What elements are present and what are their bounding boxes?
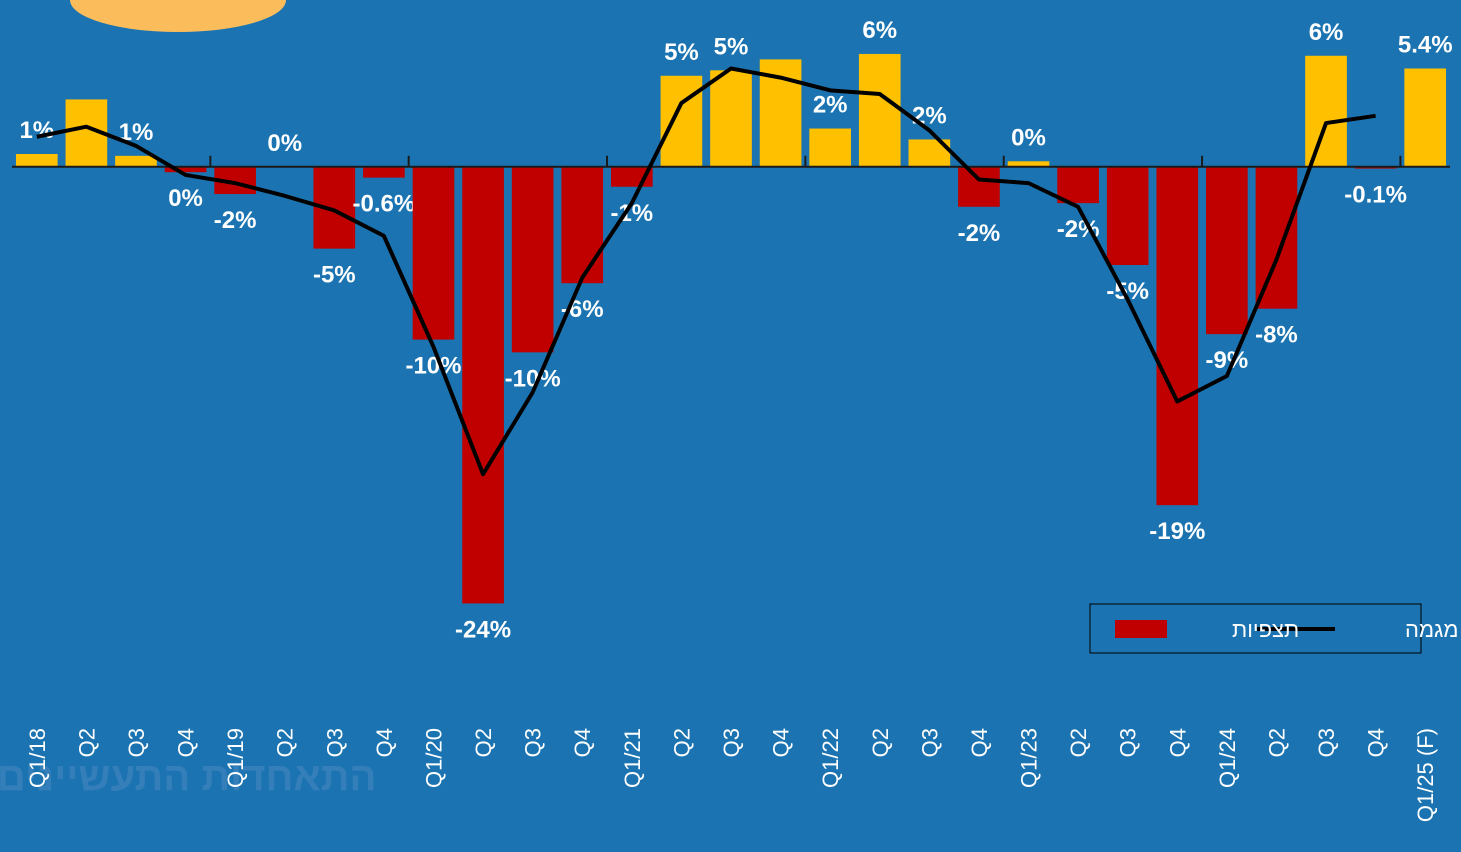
value-label: -0.6% (353, 191, 416, 218)
x-tick-label: Q3 (322, 728, 347, 757)
x-tick-label: Q4 (967, 728, 992, 757)
bar (1156, 166, 1199, 506)
decoration (70, 0, 286, 32)
value-label: 0% (168, 185, 203, 212)
value-label: 5% (664, 39, 699, 66)
value-label: -0.1% (1344, 182, 1407, 209)
x-tick-label: Q1/22 (818, 728, 843, 788)
bar (462, 166, 504, 604)
x-tick-label: Q4 (174, 728, 199, 757)
x-tick-label: Q3 (124, 728, 149, 757)
value-label: 0% (267, 130, 302, 157)
bar (1206, 166, 1248, 335)
value-label: 2% (912, 102, 947, 129)
x-tick-label: Q4 (769, 728, 794, 757)
value-label: -9% (1206, 347, 1249, 374)
value-label: -10% (405, 353, 461, 380)
x-tick-label: Q2 (471, 728, 496, 757)
x-tick-label: Q1/24 (1215, 728, 1240, 788)
x-tick-label: Q3 (719, 728, 744, 757)
x-tick-label: Q1/21 (620, 728, 645, 788)
x-tick-label: Q2 (273, 728, 298, 757)
x-tick-label: Q1/23 (1017, 728, 1042, 788)
x-tick-label: Q1/18 (25, 728, 50, 788)
value-label: 1% (19, 117, 54, 144)
value-label: 6% (1309, 19, 1344, 46)
x-tick-label: Q2 (74, 728, 99, 757)
x-tick-label: Q3 (1116, 728, 1141, 757)
x-tick-label: Q4 (1165, 728, 1190, 757)
x-tick-label: Q2 (868, 728, 893, 757)
bar (858, 53, 901, 167)
bar (511, 166, 554, 353)
x-tick-label: Q2 (669, 728, 694, 757)
value-label: -19% (1149, 518, 1205, 545)
x-tick-label: Q4 (570, 728, 595, 757)
trend-line (36, 66, 1376, 477)
bar (809, 128, 851, 167)
value-label: -2% (1057, 216, 1100, 243)
legend-box (1089, 603, 1422, 654)
bar (412, 166, 455, 340)
x-tick-label: Q3 (917, 728, 942, 757)
x-tick-label: Q2 (1264, 728, 1289, 757)
value-label: -2% (214, 207, 257, 234)
bar (1305, 55, 1347, 167)
bar (1404, 68, 1447, 167)
x-tick-label: Q2 (1066, 728, 1091, 757)
legend-swatch (1115, 620, 1167, 638)
bar (1007, 161, 1050, 167)
x-tick-label: Q3 (1314, 728, 1339, 757)
value-label: 5.4% (1398, 32, 1453, 59)
bar (660, 75, 703, 167)
logo-text: התאחדות התעשיינים בישראל (0, 755, 376, 799)
x-tick-label: Q1/20 (421, 728, 446, 788)
x-tick-label: Q4 (1364, 728, 1389, 757)
x-tick-label: Q1/25 (F) (1413, 728, 1438, 822)
value-label: -2% (958, 220, 1001, 247)
value-label: -5% (313, 262, 356, 289)
value-label: 0% (1011, 124, 1046, 151)
value-label: -8% (1255, 322, 1298, 349)
bar (15, 154, 58, 167)
x-tick-label: Q3 (521, 728, 546, 757)
bar (1106, 166, 1149, 265)
bar (710, 70, 752, 167)
value-label: -24% (455, 616, 511, 643)
bar (958, 166, 1000, 207)
legend-label: מגמה (1405, 617, 1458, 642)
x-tick-label: Q4 (372, 728, 397, 757)
legend-label: תצפיות (1232, 617, 1299, 642)
bar (164, 166, 207, 173)
bar (363, 166, 405, 178)
bar (561, 166, 604, 284)
value-label: 6% (862, 17, 897, 44)
value-label: 2% (813, 92, 848, 119)
bar (1255, 166, 1298, 309)
value-label: 5% (714, 33, 749, 60)
bar (115, 155, 157, 167)
bar (1057, 166, 1099, 204)
x-tick-label: Q1/19 (223, 728, 248, 788)
